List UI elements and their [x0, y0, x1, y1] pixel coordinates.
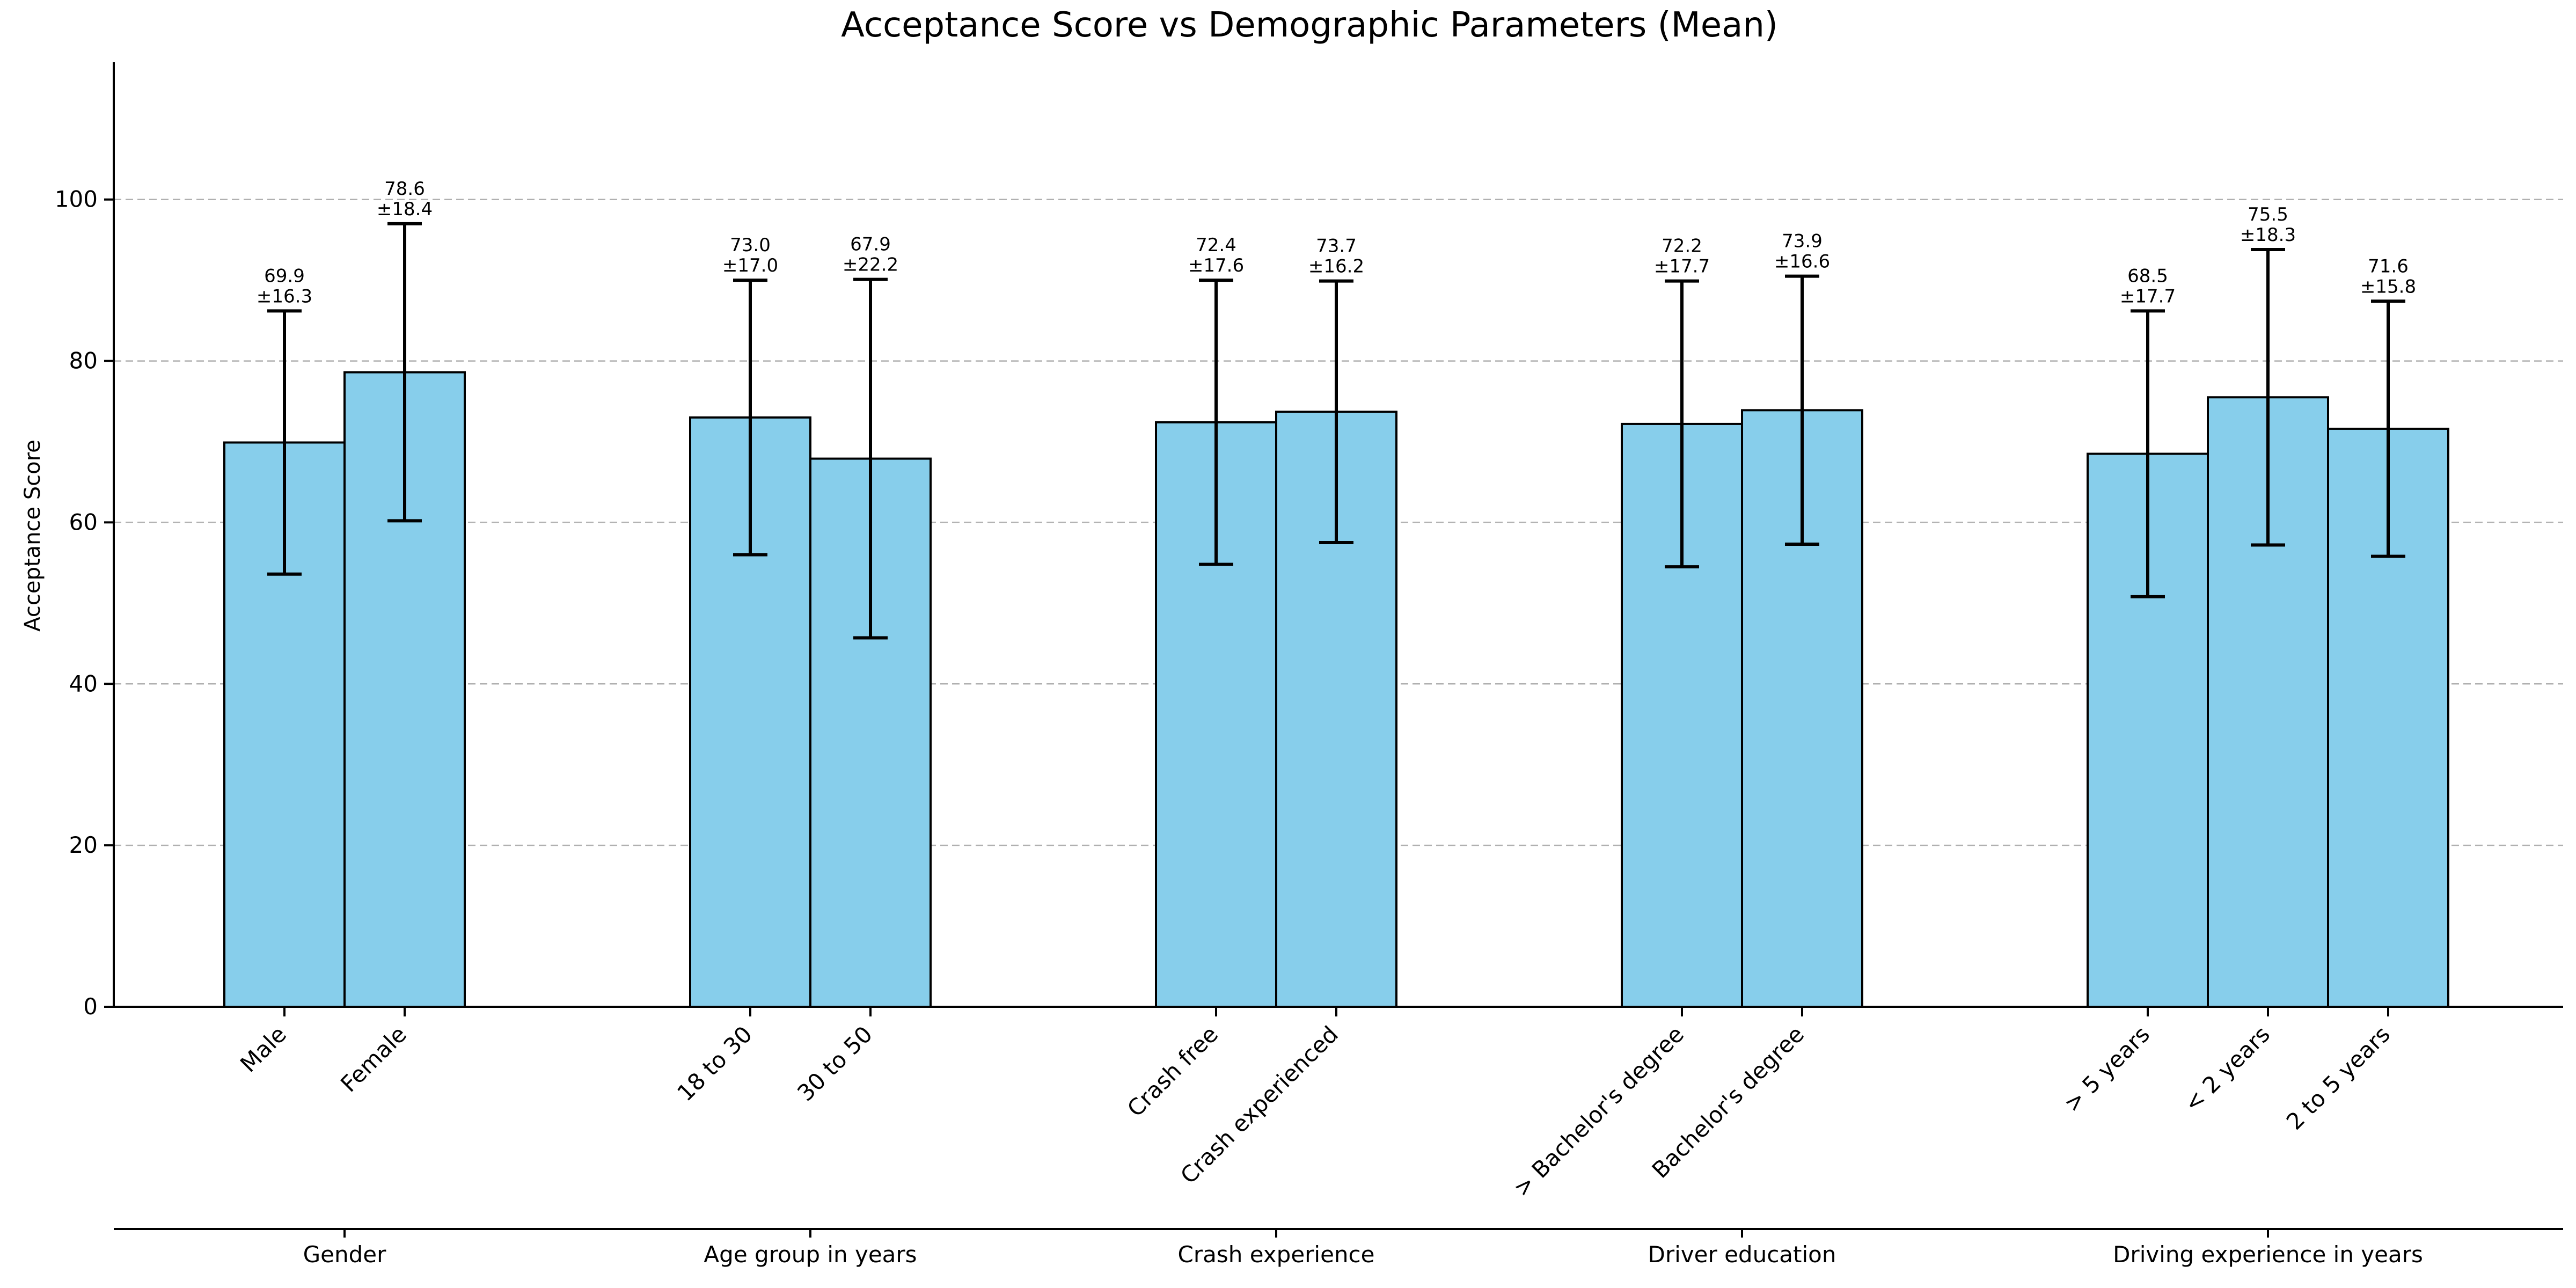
- data-label-sd: ±17.7: [1654, 256, 1710, 277]
- data-label-mean: 78.6: [384, 178, 425, 200]
- grid-lines: [114, 199, 2563, 846]
- data-label-sd: ±15.8: [2360, 276, 2416, 297]
- data-label-mean: 68.5: [2127, 265, 2168, 287]
- y-tick-label: 20: [69, 832, 98, 858]
- x-tick-label: 2 to 5 years: [2281, 1021, 2395, 1135]
- data-label-sd: ±22.2: [843, 254, 898, 276]
- y-tick-label: 100: [55, 186, 98, 213]
- group-label: Driver education: [1648, 1241, 1836, 1268]
- data-label-sd: ±16.2: [1308, 256, 1364, 277]
- data-label-mean: 69.9: [264, 265, 305, 287]
- data-label-sd: ±17.6: [1188, 255, 1244, 276]
- y-tick-label: 80: [69, 348, 98, 374]
- x-tick-label: 18 to 30: [672, 1021, 757, 1106]
- data-label-sd: ±16.3: [257, 286, 312, 307]
- data-label-mean: 72.4: [1196, 235, 1236, 256]
- data-label-mean: 75.5: [2248, 204, 2288, 225]
- data-label-mean: 72.2: [1662, 236, 1702, 257]
- data-label-mean: 67.9: [850, 234, 891, 255]
- chart-title: Acceptance Score vs Demographic Paramete…: [841, 5, 1778, 45]
- group-label: Crash experience: [1178, 1241, 1375, 1268]
- data-labels: 69.9±16.3 78.6±18.4 73.0±17.0 67.9±22.2 72.4…: [257, 178, 2416, 307]
- axes: [104, 62, 2563, 1016]
- group-label: Age group in years: [704, 1241, 917, 1268]
- data-label-sd: ±18.3: [2240, 224, 2296, 246]
- x-tick-label: Female: [335, 1021, 412, 1097]
- y-tick-label: 40: [69, 670, 98, 697]
- y-tick-label: 60: [69, 509, 98, 535]
- data-label-sd: ±17.0: [722, 255, 778, 276]
- group-axis: Gender Age group in years Crash experience…: [114, 1228, 2563, 1268]
- x-tick-label: 30 to 50: [792, 1021, 877, 1106]
- x-tick-label: Crash free: [1122, 1021, 1223, 1122]
- data-label-sd: ±17.7: [2120, 286, 2176, 307]
- x-tick-label: Male: [235, 1021, 291, 1077]
- y-tick-label: 0: [83, 993, 98, 1020]
- error-bars: [267, 222, 2405, 640]
- data-label-mean: 73.0: [730, 235, 771, 256]
- y-axis-label: Acceptance Score: [20, 440, 45, 632]
- x-tick-label: < 2 years: [2179, 1021, 2275, 1117]
- group-label: Gender: [303, 1241, 387, 1268]
- data-label-mean: 73.9: [1782, 231, 1823, 252]
- data-label-sd: ±16.6: [1774, 251, 1830, 273]
- data-label-sd: ±18.4: [377, 199, 433, 220]
- data-label-mean: 71.6: [2368, 255, 2409, 277]
- x-tick-label: > 5 years: [2059, 1021, 2155, 1117]
- data-label-mean: 73.7: [1316, 236, 1357, 257]
- group-label: Driving experience in years: [2113, 1241, 2423, 1268]
